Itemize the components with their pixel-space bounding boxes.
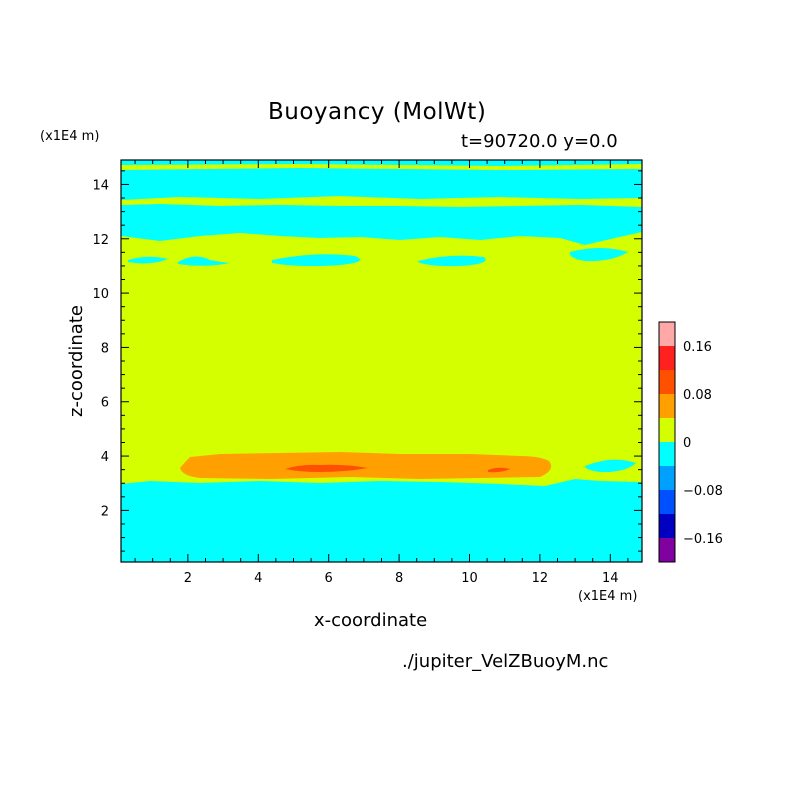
colorbar-swatch <box>659 442 675 466</box>
y-tick-label: 14 <box>92 178 109 193</box>
source-filename: ./jupiter_VelZBuoyM.nc <box>402 651 609 672</box>
y-tick-label: 8 <box>101 341 109 356</box>
x-tick-label: 10 <box>461 571 478 586</box>
x-tick-label: 6 <box>325 571 333 586</box>
y-unit-label: (x1E4 m) <box>40 129 100 144</box>
colorbar-tick-label: −0.08 <box>683 484 723 499</box>
colorbar: −0.16 −0.08 0 0.08 0.16 <box>658 321 723 563</box>
peak-patch-2 <box>488 467 510 473</box>
contour-field <box>121 160 642 562</box>
cyan-blob-2 <box>178 256 230 266</box>
colorbar-swatch <box>659 466 675 490</box>
cyan-blob-1 <box>128 256 168 264</box>
colorbar-tick-label: 0.16 <box>683 340 712 355</box>
colorbar-swatch <box>659 538 675 562</box>
x-tick-label: 14 <box>602 571 619 586</box>
x-tick-label: 4 <box>254 571 262 586</box>
colorbar-swatch <box>659 514 675 538</box>
y-tick-label: 4 <box>101 450 109 465</box>
colorbar-swatch <box>659 322 675 346</box>
x-unit-label: (x1E4 m) <box>578 589 638 604</box>
y-tick-label: 12 <box>92 233 109 248</box>
x-axis-label: x-coordinate <box>314 610 428 631</box>
upper-stripe-1 <box>121 196 642 207</box>
peak-patch-1 <box>285 464 368 472</box>
x-tick-label: 2 <box>184 571 192 586</box>
chart-subtitle: t=90720.0 y=0.0 <box>461 131 618 152</box>
colorbar-tick-label: 0.08 <box>683 388 712 403</box>
x-tick-label: 8 <box>395 571 403 586</box>
colorbar-swatch <box>659 418 675 442</box>
y-tick-label: 10 <box>92 287 109 302</box>
y-tick-label: 6 <box>101 396 109 411</box>
upper-stripe-2 <box>121 164 642 170</box>
cyan-blob-5 <box>569 248 628 262</box>
colorbar-swatch <box>659 346 675 370</box>
colorbar-swatch <box>659 394 675 418</box>
colorbar-frame <box>658 321 676 563</box>
main-near-zero-layer <box>121 232 642 486</box>
cyan-blob-6 <box>585 459 636 473</box>
colorbar-swatch <box>659 490 675 514</box>
colorbar-tick-label: 0 <box>683 436 691 451</box>
axis-ticks: 2 4 6 8 10 12 14 2 4 6 8 10 12 14 <box>92 160 642 586</box>
chart-title: Buoyancy (MolWt) <box>268 99 487 125</box>
cyan-blob-4 <box>418 255 486 267</box>
colorbar-tick-label: −0.16 <box>683 532 723 547</box>
y-tick-label: 2 <box>101 504 109 519</box>
positive-band <box>180 452 552 479</box>
x-tick-label: 12 <box>532 571 549 586</box>
cyan-blob-3 <box>272 254 360 267</box>
colorbar-swatch <box>659 370 675 394</box>
